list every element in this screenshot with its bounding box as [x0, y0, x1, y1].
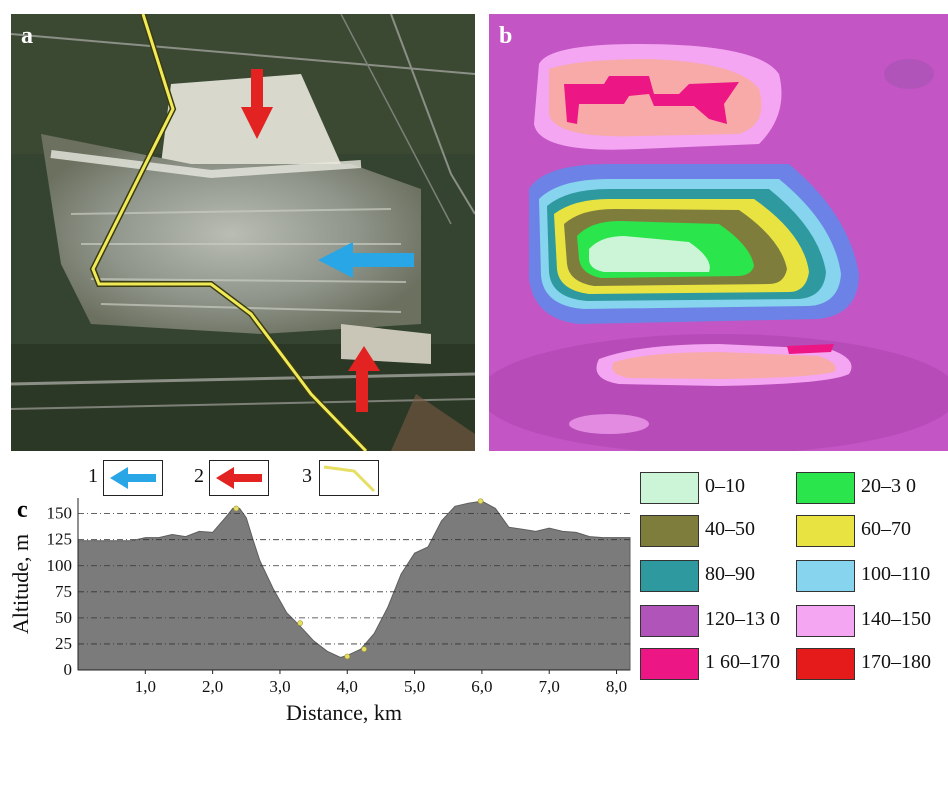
profile-marker — [297, 620, 303, 626]
legend-box-red-arrow — [209, 460, 269, 496]
elevation-map-panel: b — [489, 14, 948, 451]
profile-marker — [361, 646, 367, 652]
x-tick-label: 8,0 — [606, 677, 627, 696]
legend-label: 40–50 — [705, 518, 755, 540]
panel-label-a: a — [21, 23, 33, 49]
profile-marker — [344, 653, 351, 660]
legend-swatch — [796, 605, 855, 637]
legend-swatch — [640, 605, 699, 637]
legend-swatch — [640, 560, 699, 592]
x-tick-label: 1,0 — [135, 677, 156, 696]
legend-label: 100–110 — [861, 563, 931, 585]
profile-marker — [477, 498, 484, 504]
legend-swatch — [796, 560, 855, 592]
legend-label: 80–90 — [705, 563, 755, 585]
blue-arrow-icon — [110, 467, 156, 489]
legend-box-yellow-line — [319, 460, 379, 496]
yellow-line-icon — [323, 465, 376, 493]
legend-label: 60–70 — [861, 518, 911, 540]
x-axis-title: Distance, km — [286, 700, 402, 725]
y-tick-label: 150 — [47, 504, 73, 523]
legend-swatch — [640, 648, 699, 680]
satellite-image — [11, 14, 475, 451]
y-axis-title: Altitude, m — [8, 534, 33, 634]
legend-box-blue-arrow — [103, 460, 163, 496]
y-tick-label: 125 — [47, 530, 73, 549]
legend-label: 1 60–170 — [705, 651, 780, 673]
legend-label: 20–3 0 — [861, 475, 916, 497]
y-tick-label: 0 — [64, 660, 73, 679]
panel-label-c: c — [17, 497, 28, 523]
profile-chart-svg: 0 25 50 75 100 125 150 1,0 2,0 3,0 4,0 5,0 6,0 7,0 8,0… — [8, 498, 631, 725]
legend-num-3: 3 — [302, 465, 312, 487]
x-tick-label: 4,0 — [337, 677, 358, 696]
legend-num-2: 2 — [194, 465, 204, 487]
x-tick-label: 6,0 — [471, 677, 492, 696]
y-tick-label: 75 — [55, 582, 72, 601]
legend-num-1: 1 — [88, 465, 98, 487]
legend-label: 0–10 — [705, 475, 745, 497]
blue-arrow — [318, 242, 414, 278]
legend-swatch — [796, 472, 855, 504]
y-tick-label: 25 — [55, 634, 72, 653]
panel-label-b: b — [499, 23, 513, 49]
y-tick-label: 100 — [47, 556, 73, 575]
x-tick-label: 7,0 — [539, 677, 560, 696]
legend-label: 170–180 — [861, 651, 931, 673]
y-tick-label: 50 — [55, 608, 72, 627]
red-arrow-bottom — [348, 346, 380, 412]
legend-swatch — [796, 515, 855, 547]
legend-swatch — [640, 472, 699, 504]
legend-label: 120–13 0 — [705, 608, 780, 630]
x-tick-label: 5,0 — [404, 677, 425, 696]
red-arrow-top — [241, 69, 273, 139]
legend-label: 140–150 — [861, 608, 931, 630]
altitude-area — [77, 500, 631, 671]
profile-marker — [233, 505, 239, 512]
profile-chart: 0 25 50 75 100 125 150 1,0 2,0 3,0 4,0 5,0 6,0 7,0 8,0… — [0, 480, 640, 795]
elevation-map — [489, 14, 948, 451]
red-arrow-icon — [216, 467, 262, 489]
legend-swatch — [640, 515, 699, 547]
x-tick-label: 2,0 — [202, 677, 223, 696]
legend-swatch — [796, 648, 855, 680]
x-tick-label: 3,0 — [269, 677, 290, 696]
satellite-image-panel: a — [11, 14, 475, 451]
